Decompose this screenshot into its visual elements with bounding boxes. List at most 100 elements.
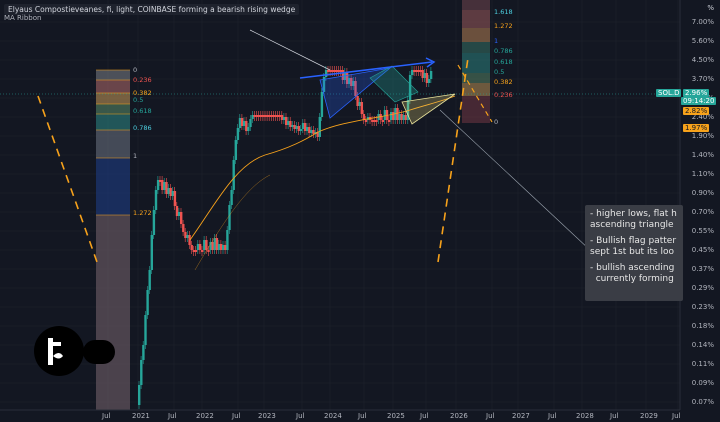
fib-retracement-right[interactable] bbox=[462, 0, 490, 123]
candle-body bbox=[184, 232, 187, 238]
projection-dash-mid[interactable] bbox=[457, 64, 493, 123]
wedge-arrowhead bbox=[425, 57, 436, 68]
time-axis-label: Jul bbox=[296, 412, 305, 420]
candle-body bbox=[249, 119, 252, 127]
candle-body bbox=[295, 126, 298, 129]
candle-body bbox=[222, 245, 225, 250]
candle-body bbox=[140, 360, 143, 385]
candle-body bbox=[194, 250, 198, 252]
candle-body bbox=[331, 70, 334, 72]
annotation-note[interactable]: - higher lows, flat h ascending triangle … bbox=[585, 205, 683, 301]
candle-body bbox=[173, 191, 177, 206]
candle-body bbox=[354, 81, 357, 96]
candle-body bbox=[381, 120, 384, 122]
candle-body bbox=[362, 114, 366, 120]
time-axis-label: 2027 bbox=[512, 412, 530, 420]
candle-body bbox=[404, 115, 408, 120]
candle-body bbox=[230, 190, 233, 205]
fib-band bbox=[462, 42, 490, 53]
candle-body bbox=[398, 114, 401, 120]
candle-body bbox=[341, 70, 345, 80]
indicator-label[interactable]: MA Ribbon bbox=[4, 14, 42, 22]
time-axis-label: Jul bbox=[610, 412, 619, 420]
fib-band bbox=[96, 80, 130, 93]
fib-level-label: 1 bbox=[494, 37, 499, 45]
candle-body bbox=[360, 102, 363, 114]
candle-body bbox=[253, 115, 256, 117]
candle-body bbox=[192, 250, 195, 252]
candle-body bbox=[280, 115, 284, 120]
time-axis-label: 2029 bbox=[640, 412, 658, 420]
title-pointer-line bbox=[249, 29, 331, 71]
ma-ribbon-line bbox=[189, 95, 456, 241]
fib-band bbox=[462, 73, 490, 83]
candle-body bbox=[310, 130, 313, 133]
annotation-line-2: ascending triangle bbox=[590, 219, 674, 230]
candle-body bbox=[396, 108, 399, 120]
candle-body bbox=[350, 78, 353, 86]
candle-body bbox=[169, 188, 172, 196]
fib-retracement-left[interactable] bbox=[96, 69, 130, 410]
fib-band bbox=[462, 28, 490, 42]
fib-price-tag-a: 2.82% bbox=[683, 107, 710, 115]
candle-body bbox=[303, 123, 307, 131]
candle-body bbox=[352, 81, 355, 86]
triangle-shape[interactable] bbox=[401, 93, 456, 125]
fib-level-label: 0.786 bbox=[133, 124, 152, 132]
wedge-top-arrow[interactable] bbox=[299, 61, 433, 79]
candle-body bbox=[425, 73, 429, 83]
candle-body bbox=[203, 240, 206, 250]
candle-body bbox=[299, 129, 303, 131]
price-axis-label: 2.40% bbox=[691, 113, 714, 121]
candle-body bbox=[282, 117, 286, 120]
candle-body bbox=[297, 126, 300, 131]
projection-dash-right[interactable] bbox=[437, 57, 469, 263]
candle-body bbox=[264, 115, 267, 117]
candle-body bbox=[371, 120, 374, 122]
symbol-tag: SOL.D bbox=[656, 89, 682, 97]
fib-level-label: 0.786 bbox=[494, 47, 513, 55]
projection-dash-left[interactable] bbox=[37, 95, 98, 263]
time-axis-label: Jul bbox=[548, 412, 557, 420]
candle-body bbox=[356, 96, 359, 106]
candle-body bbox=[209, 242, 212, 250]
price-axis-label: 0.90% bbox=[691, 189, 714, 197]
grid-lines bbox=[0, 0, 680, 410]
time-axis-label: 2028 bbox=[576, 412, 594, 420]
annotation-line-4: sept 1st but its loo bbox=[590, 246, 675, 257]
flag-shape[interactable] bbox=[369, 65, 419, 103]
annotation-line-1: - higher lows, flat h bbox=[590, 209, 677, 219]
time-axis-label: 2025 bbox=[387, 412, 405, 420]
candle-body bbox=[392, 112, 395, 120]
time-axis-label: 2026 bbox=[450, 412, 468, 420]
price-axis-label: 0.55% bbox=[691, 227, 714, 235]
candle-body bbox=[161, 180, 164, 190]
candle-body bbox=[320, 92, 324, 117]
fib-level-label: 0.618 bbox=[494, 58, 513, 66]
price-axis-label: 0.07% bbox=[691, 398, 714, 406]
candle-body bbox=[287, 121, 290, 125]
scale-mode-label[interactable]: % bbox=[707, 4, 714, 12]
fib-band bbox=[96, 104, 130, 114]
price-axis-label: 1.10% bbox=[691, 170, 714, 178]
candle-body bbox=[156, 180, 160, 190]
chart-title[interactable]: Elyaus Compostieveanes, fi, light, COINB… bbox=[4, 4, 300, 15]
candle-body bbox=[159, 180, 162, 182]
candle-body bbox=[182, 224, 185, 232]
candle-body bbox=[261, 115, 265, 117]
candle-body bbox=[387, 120, 391, 122]
candle-body bbox=[211, 242, 214, 250]
fib-band bbox=[462, 10, 490, 28]
candle-body bbox=[339, 70, 342, 72]
candle-body bbox=[152, 210, 156, 235]
fib-band bbox=[96, 158, 130, 215]
fib-band bbox=[462, 63, 490, 73]
candle-body bbox=[226, 230, 229, 250]
fib-band bbox=[462, 96, 490, 123]
candle-body bbox=[268, 115, 271, 117]
annotation-pointer-line bbox=[439, 109, 591, 251]
candle-body bbox=[375, 120, 378, 122]
candle-body bbox=[322, 77, 326, 92]
candle-body bbox=[306, 127, 309, 131]
candle-body bbox=[238, 118, 242, 128]
